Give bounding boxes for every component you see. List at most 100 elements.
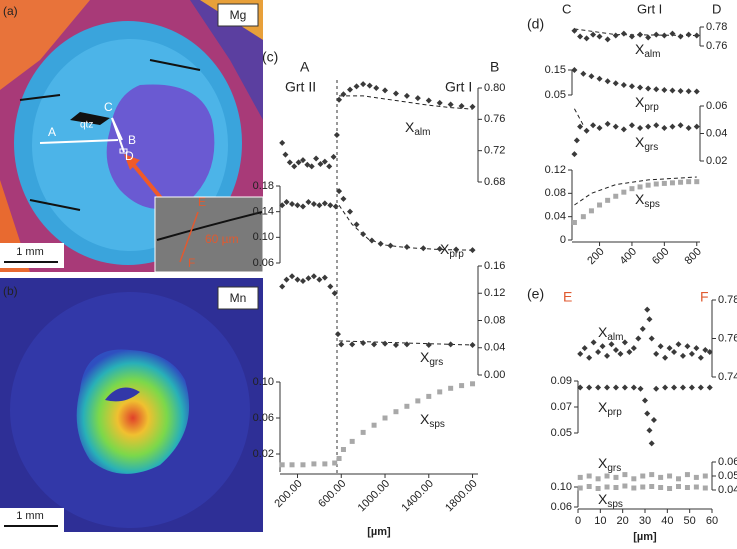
data-point <box>684 485 690 490</box>
data-point <box>679 384 686 391</box>
data-point <box>604 120 611 127</box>
series-label-main: X <box>635 134 645 150</box>
x-tick-label: 60 <box>706 515 718 527</box>
data-point <box>684 472 690 478</box>
data-point <box>604 36 611 43</box>
data-point <box>661 180 667 186</box>
data-point <box>334 331 341 338</box>
data-point <box>693 474 699 480</box>
series-label: Xalm <box>598 324 623 343</box>
data-point <box>436 245 443 252</box>
data-point <box>693 32 700 39</box>
data-point <box>299 157 306 164</box>
data-point <box>653 86 660 93</box>
data-point <box>671 348 678 355</box>
data-point <box>426 393 432 399</box>
data-point <box>677 33 684 40</box>
data-point <box>279 283 286 290</box>
y-tick-label: 0.06 <box>253 412 274 424</box>
data-point <box>571 67 578 73</box>
x-tick-label: 20 <box>617 515 629 527</box>
data-point <box>316 202 323 209</box>
panel-label: (a) <box>3 4 18 18</box>
data-point <box>677 88 684 94</box>
x-tick-label: 10 <box>594 515 606 527</box>
y-tick-label: 0.04 <box>545 211 566 223</box>
data-point <box>702 473 708 479</box>
data-point <box>577 33 584 40</box>
data-point <box>420 245 427 252</box>
data-point <box>621 189 627 195</box>
series-label-sub: prp <box>644 102 659 113</box>
x-tick-label: 1000.00 <box>356 478 393 515</box>
series-label: Xsps <box>635 191 660 210</box>
data-point <box>697 354 704 361</box>
data-point <box>353 83 360 90</box>
data-point <box>649 484 655 489</box>
series-label: Xgrs <box>420 349 443 368</box>
data-point <box>571 151 578 158</box>
x-tick-label: 600.00 <box>316 478 348 510</box>
data-point <box>340 91 347 98</box>
data-point <box>605 197 611 203</box>
data-point <box>583 127 590 134</box>
data-point <box>366 82 373 89</box>
series-label-sub: grs <box>607 463 621 474</box>
data-point <box>666 345 673 352</box>
y-tick-label: 0.02 <box>706 155 727 167</box>
data-point <box>580 214 586 220</box>
y-tick-label: 0.10 <box>253 376 274 388</box>
series-label-main: X <box>598 324 608 340</box>
data-point <box>333 132 340 138</box>
series-label-sub: alm <box>644 49 660 60</box>
data-point <box>392 90 399 97</box>
data-point <box>676 476 681 482</box>
y-tick-label: 0.72 <box>484 145 505 157</box>
data-point <box>586 484 592 489</box>
data-point <box>620 30 627 37</box>
data-point <box>604 352 611 359</box>
point-label: B <box>128 133 136 147</box>
mn-core <box>76 349 190 474</box>
mineral-label: qtz <box>80 120 93 131</box>
data-point <box>648 440 655 447</box>
series-label: Xsps <box>420 411 445 430</box>
data-point <box>313 155 320 162</box>
data-point <box>308 163 315 170</box>
series-label-sub: grs <box>429 357 443 368</box>
series-label-main: X <box>440 241 450 257</box>
data-point <box>661 87 668 93</box>
x-tick-label: 800 <box>682 246 703 267</box>
data-point <box>447 341 454 348</box>
data-point <box>597 202 603 208</box>
series-label: Xalm <box>635 41 660 60</box>
data-point <box>338 341 345 348</box>
y-tick-label: 0.76 <box>484 113 505 125</box>
y-tick-label: 0.08 <box>545 187 566 199</box>
data-point <box>617 350 624 357</box>
data-point <box>425 342 432 349</box>
data-point <box>645 123 652 130</box>
data-point <box>706 348 713 355</box>
data-point <box>604 484 610 490</box>
data-point <box>392 342 399 349</box>
x-axis-label: [µm] <box>633 531 657 543</box>
data-point <box>590 339 597 346</box>
data-point <box>612 32 619 39</box>
map-patch <box>190 0 263 120</box>
data-point <box>653 385 660 392</box>
crack <box>19 59 221 231</box>
data-point <box>621 384 628 391</box>
data-point <box>693 88 700 95</box>
data-point <box>628 33 635 40</box>
data-point <box>321 274 328 281</box>
data-point <box>322 461 328 467</box>
data-point <box>294 276 301 283</box>
data-point <box>581 345 588 352</box>
x-axis-label: [µm] <box>367 526 391 538</box>
data-point <box>613 485 619 490</box>
model-line <box>573 108 584 126</box>
qtz-inclusion <box>70 112 110 125</box>
data-point <box>289 273 296 280</box>
data-point <box>316 276 323 283</box>
